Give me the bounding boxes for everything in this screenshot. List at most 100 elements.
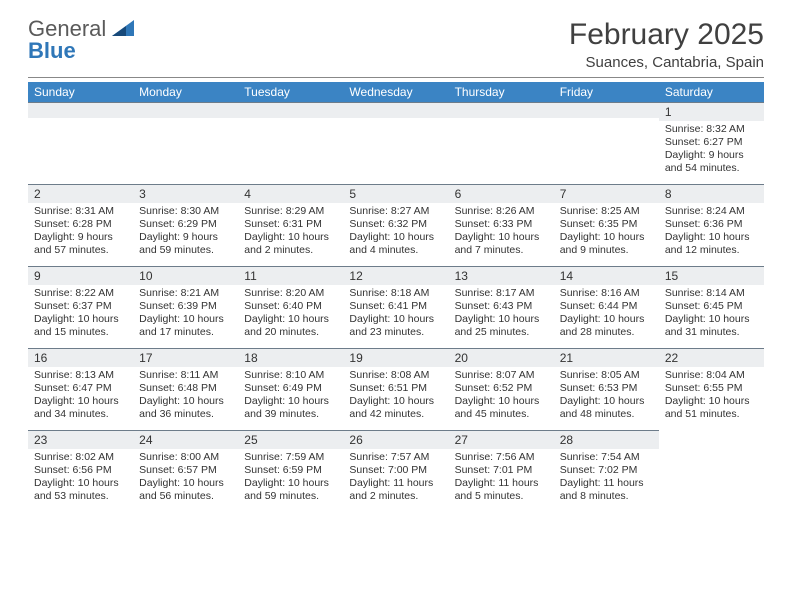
calendar-cell: 13Sunrise: 8:17 AMSunset: 6:43 PMDayligh… bbox=[449, 266, 554, 348]
sunset-line: Sunset: 6:29 PM bbox=[139, 218, 232, 231]
daylight-line-2: and 48 minutes. bbox=[560, 408, 653, 421]
day-number: 8 bbox=[659, 184, 764, 203]
weekday-header-row: SundayMondayTuesdayWednesdayThursdayFrid… bbox=[28, 82, 764, 102]
sunset-line: Sunset: 7:01 PM bbox=[455, 464, 548, 477]
sunset-line: Sunset: 6:59 PM bbox=[244, 464, 337, 477]
calendar-cell: 7Sunrise: 8:25 AMSunset: 6:35 PMDaylight… bbox=[554, 184, 659, 266]
daylight-line-2: and 4 minutes. bbox=[349, 244, 442, 257]
daylight-line-1: Daylight: 10 hours bbox=[665, 231, 758, 244]
calendar-cell: 28Sunrise: 7:54 AMSunset: 7:02 PMDayligh… bbox=[554, 430, 659, 512]
sunrise-line: Sunrise: 8:13 AM bbox=[34, 369, 127, 382]
day-body: Sunrise: 8:04 AMSunset: 6:55 PMDaylight:… bbox=[659, 367, 764, 426]
sunrise-line: Sunrise: 8:24 AM bbox=[665, 205, 758, 218]
day-number: 1 bbox=[659, 102, 764, 121]
day-number: 18 bbox=[238, 348, 343, 367]
daylight-line-1: Daylight: 10 hours bbox=[244, 313, 337, 326]
day-number: 19 bbox=[343, 348, 448, 367]
sunset-line: Sunset: 6:39 PM bbox=[139, 300, 232, 313]
daylight-line-1: Daylight: 10 hours bbox=[560, 395, 653, 408]
logo: General Blue bbox=[28, 18, 134, 62]
sunset-line: Sunset: 6:36 PM bbox=[665, 218, 758, 231]
title-block: February 2025 Suances, Cantabria, Spain bbox=[569, 18, 764, 71]
day-number: 9 bbox=[28, 266, 133, 285]
day-number: 22 bbox=[659, 348, 764, 367]
weekday-header: Friday bbox=[554, 82, 659, 102]
day-body: Sunrise: 7:57 AMSunset: 7:00 PMDaylight:… bbox=[343, 449, 448, 508]
day-number: 20 bbox=[449, 348, 554, 367]
calendar-cell: 8 Sunrise: 8:24 AMSunset: 6:36 PMDaylight… bbox=[659, 184, 764, 266]
daylight-line-1: Daylight: 10 hours bbox=[560, 231, 653, 244]
calendar-cell bbox=[238, 102, 343, 184]
daylight-line-2: and 25 minutes. bbox=[455, 326, 548, 339]
day-body: Sunrise: 8:13 AMSunset: 6:47 PMDaylight:… bbox=[28, 367, 133, 426]
day-body: Sunrise: 8:30 AMSunset: 6:29 PMDaylight:… bbox=[133, 203, 238, 262]
daylight-line-1: Daylight: 10 hours bbox=[34, 313, 127, 326]
day-body: Sunrise: 8:11 AMSunset: 6:48 PMDaylight:… bbox=[133, 367, 238, 426]
daylight-line-2: and 42 minutes. bbox=[349, 408, 442, 421]
sunrise-line: Sunrise: 8:00 AM bbox=[139, 451, 232, 464]
day-body: Sunrise: 8:16 AMSunset: 6:44 PMDaylight:… bbox=[554, 285, 659, 344]
daylight-line-1: Daylight: 9 hours bbox=[34, 231, 127, 244]
sunrise-line: Sunrise: 8:18 AM bbox=[349, 287, 442, 300]
daylight-line-1: Daylight: 10 hours bbox=[34, 395, 127, 408]
sunset-line: Sunset: 6:57 PM bbox=[139, 464, 232, 477]
day-body: Sunrise: 8:25 AMSunset: 6:35 PMDaylight:… bbox=[554, 203, 659, 262]
daylight-line-1: Daylight: 10 hours bbox=[139, 477, 232, 490]
daylight-line-2: and 23 minutes. bbox=[349, 326, 442, 339]
calendar-cell: 5Sunrise: 8:27 AMSunset: 6:32 PMDaylight… bbox=[343, 184, 448, 266]
calendar-cell: 20Sunrise: 8:07 AMSunset: 6:52 PMDayligh… bbox=[449, 348, 554, 430]
day-body: Sunrise: 8:32 AMSunset: 6:27 PMDaylight:… bbox=[659, 121, 764, 180]
calendar-week-row: 23Sunrise: 8:02 AMSunset: 6:56 PMDayligh… bbox=[28, 430, 764, 512]
day-number: 7 bbox=[554, 184, 659, 203]
day-number: 28 bbox=[554, 430, 659, 449]
calendar-body: 1Sunrise: 8:32 AMSunset: 6:27 PMDaylight… bbox=[28, 102, 764, 512]
daylight-line-1: Daylight: 10 hours bbox=[665, 395, 758, 408]
blank-day bbox=[238, 102, 343, 118]
calendar-cell: 2Sunrise: 8:31 AMSunset: 6:28 PMDaylight… bbox=[28, 184, 133, 266]
sunrise-line: Sunrise: 8:07 AM bbox=[455, 369, 548, 382]
sunrise-line: Sunrise: 8:14 AM bbox=[665, 287, 758, 300]
weekday-header: Wednesday bbox=[343, 82, 448, 102]
daylight-line-2: and 5 minutes. bbox=[455, 490, 548, 503]
daylight-line-1: Daylight: 10 hours bbox=[34, 477, 127, 490]
sunrise-line: Sunrise: 8:08 AM bbox=[349, 369, 442, 382]
calendar-cell bbox=[554, 102, 659, 184]
sunset-line: Sunset: 6:45 PM bbox=[665, 300, 758, 313]
sunrise-line: Sunrise: 8:30 AM bbox=[139, 205, 232, 218]
calendar-cell: 19Sunrise: 8:08 AMSunset: 6:51 PMDayligh… bbox=[343, 348, 448, 430]
logo-line2: Blue bbox=[28, 38, 76, 63]
sunset-line: Sunset: 6:48 PM bbox=[139, 382, 232, 395]
day-number: 23 bbox=[28, 430, 133, 449]
daylight-line-1: Daylight: 10 hours bbox=[244, 477, 337, 490]
sunrise-line: Sunrise: 8:11 AM bbox=[139, 369, 232, 382]
day-body: Sunrise: 7:54 AMSunset: 7:02 PMDaylight:… bbox=[554, 449, 659, 508]
calendar-cell bbox=[343, 102, 448, 184]
blank-day bbox=[449, 102, 554, 118]
sunrise-line: Sunrise: 8:20 AM bbox=[244, 287, 337, 300]
calendar-cell: 27Sunrise: 7:56 AMSunset: 7:01 PMDayligh… bbox=[449, 430, 554, 512]
sunset-line: Sunset: 7:02 PM bbox=[560, 464, 653, 477]
sunset-line: Sunset: 6:31 PM bbox=[244, 218, 337, 231]
blank-day bbox=[28, 102, 133, 118]
day-body: Sunrise: 8:31 AMSunset: 6:28 PMDaylight:… bbox=[28, 203, 133, 262]
sunset-line: Sunset: 6:47 PM bbox=[34, 382, 127, 395]
sunset-line: Sunset: 6:56 PM bbox=[34, 464, 127, 477]
day-body: Sunrise: 8:07 AMSunset: 6:52 PMDaylight:… bbox=[449, 367, 554, 426]
day-number: 14 bbox=[554, 266, 659, 285]
sunset-line: Sunset: 6:52 PM bbox=[455, 382, 548, 395]
daylight-line-2: and 2 minutes. bbox=[244, 244, 337, 257]
weekday-header: Sunday bbox=[28, 82, 133, 102]
calendar-cell bbox=[28, 102, 133, 184]
daylight-line-2: and 56 minutes. bbox=[139, 490, 232, 503]
blank-day bbox=[133, 102, 238, 118]
calendar-cell bbox=[133, 102, 238, 184]
daylight-line-2: and 39 minutes. bbox=[244, 408, 337, 421]
sunset-line: Sunset: 6:44 PM bbox=[560, 300, 653, 313]
sunrise-line: Sunrise: 7:56 AM bbox=[455, 451, 548, 464]
daylight-line-2: and 59 minutes. bbox=[244, 490, 337, 503]
daylight-line-1: Daylight: 10 hours bbox=[349, 313, 442, 326]
sunset-line: Sunset: 6:35 PM bbox=[560, 218, 653, 231]
day-number: 25 bbox=[238, 430, 343, 449]
day-body: Sunrise: 8:26 AMSunset: 6:33 PMDaylight:… bbox=[449, 203, 554, 262]
day-number: 16 bbox=[28, 348, 133, 367]
